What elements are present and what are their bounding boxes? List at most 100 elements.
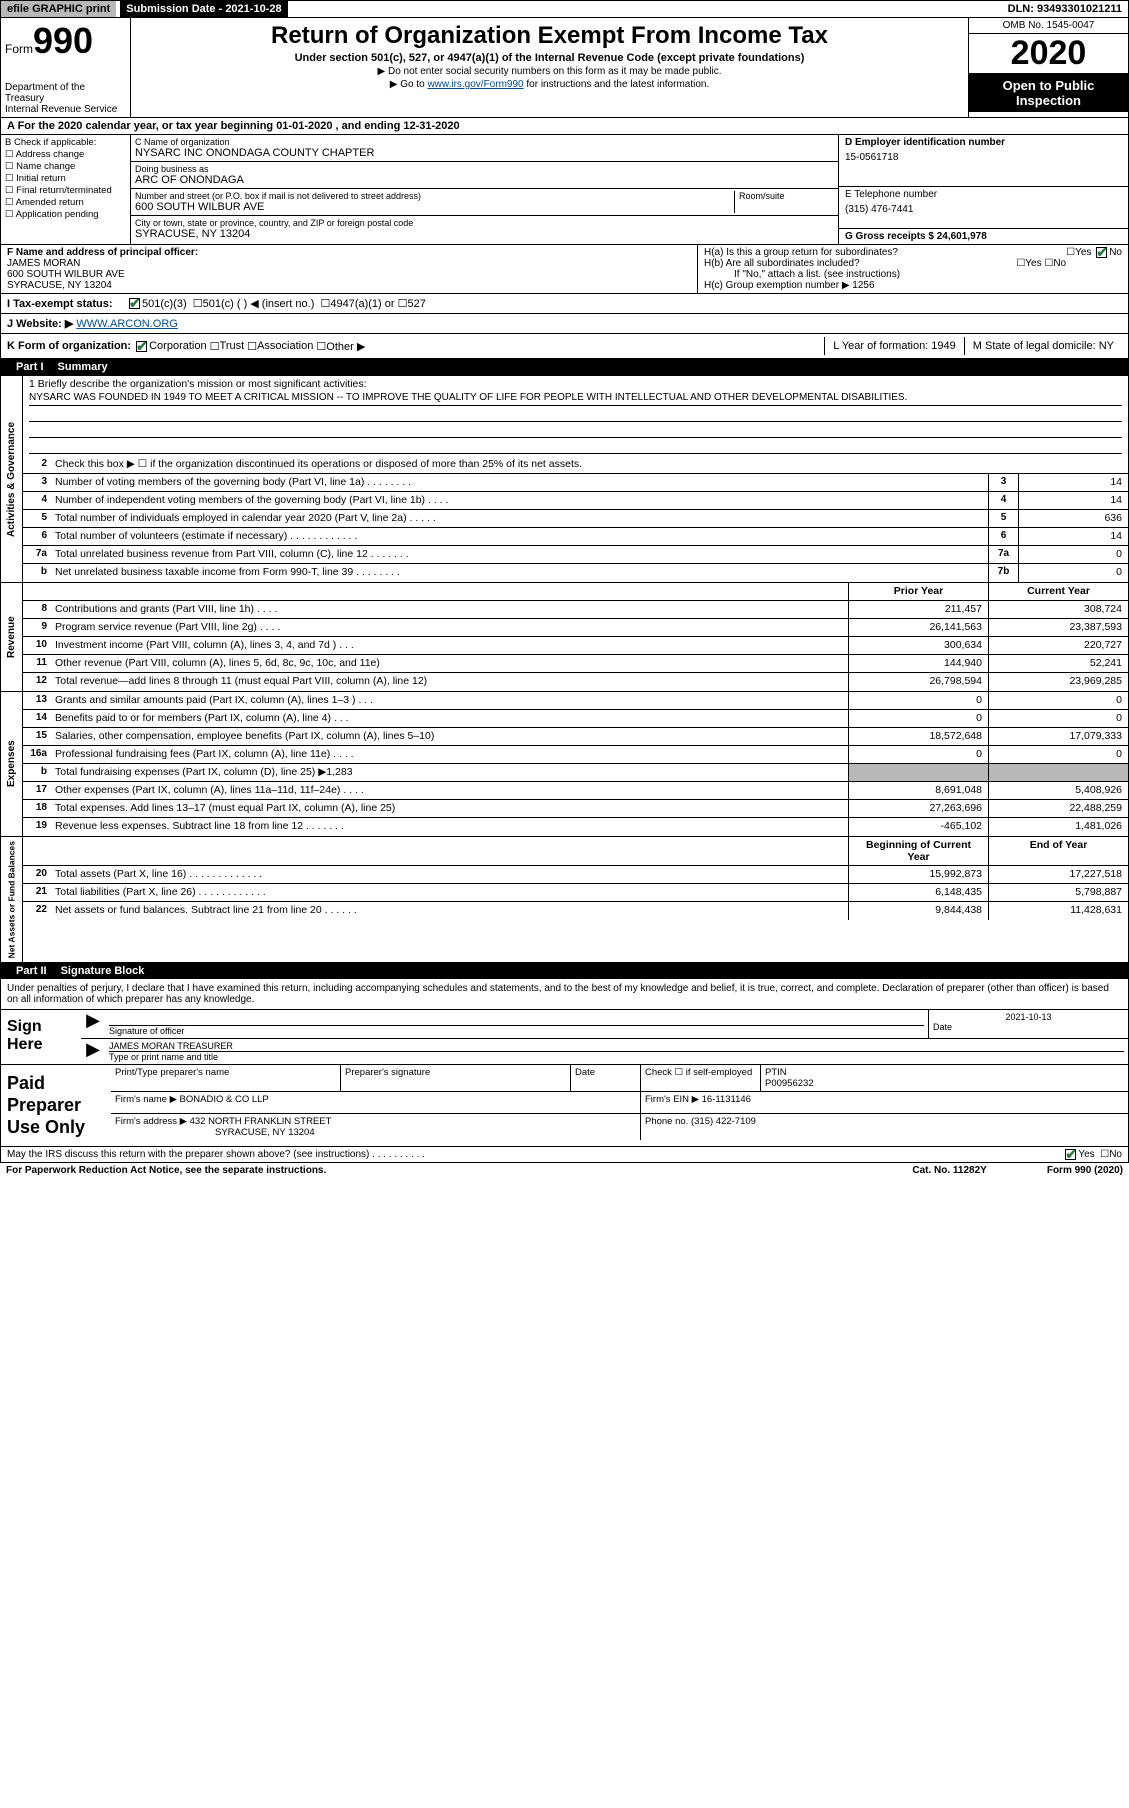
chk-address-label: Address change xyxy=(16,149,85,160)
hb-label: H(b) Are all subordinates included? xyxy=(704,258,860,269)
opt-4947: 4947(a)(1) or xyxy=(330,298,394,310)
chk-name: ☐ Name change xyxy=(5,161,126,172)
hb-note: If "No," attach a list. (see instruction… xyxy=(704,269,1122,280)
firm-name-row: Firm's name ▶ BONADIO & CO LLP Firm's EI… xyxy=(111,1092,1128,1114)
form-label: Form 990 (2020) xyxy=(1047,1165,1123,1176)
form-org-label: K Form of organization: xyxy=(7,340,131,352)
dba-value: ARC OF ONONDAGA xyxy=(135,174,834,186)
summary-line: 10Investment income (Part VIII, column (… xyxy=(23,637,1128,655)
summary-line: 6Total number of volunteers (estimate if… xyxy=(23,528,1128,546)
firm-ein-value: 16-1131146 xyxy=(702,1094,751,1105)
note2-pre: ▶ Go to xyxy=(390,79,428,90)
rev-header-row: Prior Year Current Year xyxy=(23,583,1128,601)
phone-value: (315) 476-7441 xyxy=(845,204,1122,215)
sig-date-field: 2021-10-13Date xyxy=(928,1010,1128,1038)
mission-blank3 xyxy=(29,438,1122,454)
row-a: A For the 2020 calendar year, or tax yea… xyxy=(0,118,1129,135)
note2-post: for instructions and the latest informat… xyxy=(524,79,710,90)
opt-501c: 501(c) ( ) ◀ (insert no.) xyxy=(203,297,315,310)
ha-no: No xyxy=(1109,247,1122,258)
city-value: SYRACUSE, NY 13204 xyxy=(135,228,834,240)
summary-line: 16aProfessional fundraising fees (Part I… xyxy=(23,746,1128,764)
hb-row: H(b) Are all subordinates included? ☐Yes… xyxy=(704,258,1122,269)
rev-body: Revenue Prior Year Current Year 8Contrib… xyxy=(0,583,1129,692)
paid-fields: Print/Type preparer's name Preparer's si… xyxy=(111,1065,1128,1146)
omb-label: OMB No. 1545-0047 xyxy=(969,18,1128,34)
firm-city-value: SYRACUSE, NY 13204 xyxy=(115,1127,315,1138)
summary-line: bTotal fundraising expenses (Part IX, co… xyxy=(23,764,1128,782)
vlabel-net: Net Assets or Fund Balances xyxy=(1,837,23,962)
summary-line: 18Total expenses. Add lines 13–17 (must … xyxy=(23,800,1128,818)
firm-phone-label: Phone no. xyxy=(645,1116,688,1127)
header-mid: Return of Organization Exempt From Incom… xyxy=(131,18,968,117)
summary-line: 5Total number of individuals employed in… xyxy=(23,510,1128,528)
part1-num: Part I xyxy=(10,361,50,373)
gross-cell: G Gross receipts $ 24,601,978 xyxy=(839,229,1128,244)
mission-blank1 xyxy=(29,406,1122,422)
firm-ein-label: Firm's EIN ▶ xyxy=(645,1094,699,1105)
h-section: H(a) Is this a group return for subordin… xyxy=(698,245,1128,293)
summary-line: 11Other revenue (Part VIII, column (A), … xyxy=(23,655,1128,673)
discuss-row: May the IRS discuss this return with the… xyxy=(0,1147,1129,1163)
summary-line: 17Other expenses (Part IX, column (A), l… xyxy=(23,782,1128,800)
website-link[interactable]: WWW.ARCON.ORG xyxy=(76,318,177,330)
hc-label: H(c) Group exemption number ▶ 1256 xyxy=(704,280,1122,291)
summary-line: 20Total assets (Part X, line 16) . . . .… xyxy=(23,866,1128,884)
summary-line: 14Benefits paid to or for members (Part … xyxy=(23,710,1128,728)
mission-label: 1 Briefly describe the organization's mi… xyxy=(29,378,1122,390)
dba-label: Doing business as xyxy=(135,164,834,174)
ein-value: 15-0561718 xyxy=(845,152,1122,163)
beg-year-header: Beginning of Current Year xyxy=(848,837,988,865)
addr-value: 600 SOUTH WILBUR AVE xyxy=(135,201,734,213)
ha-yes: Yes xyxy=(1075,247,1091,258)
chk-501c3 xyxy=(129,298,140,309)
tax-year: 2020 xyxy=(969,34,1128,74)
form-prefix: Form xyxy=(5,42,33,56)
officer-addr: 600 SOUTH WILBUR AVE SYRACUSE, NY 13204 xyxy=(7,269,691,291)
dept-label: Department of the Treasury Internal Reve… xyxy=(5,82,126,115)
part1-header: Part I Summary xyxy=(0,359,1129,375)
inspection-label: Open to Public Inspection xyxy=(969,74,1128,112)
opt-assoc: Association xyxy=(257,340,313,352)
firm-phone-value: (315) 422-7109 xyxy=(691,1116,756,1127)
part2-num: Part II xyxy=(10,965,53,977)
city-cell: City or town, state or province, country… xyxy=(131,216,838,242)
submission-date: Submission Date - 2021-10-28 xyxy=(120,1,287,17)
form-title: Return of Organization Exempt From Incom… xyxy=(135,22,964,50)
firm-addr-row: Firm's address ▶ 432 NORTH FRANKLIN STRE… xyxy=(111,1114,1128,1140)
addr-label: Number and street (or P.O. box if mail i… xyxy=(135,191,734,201)
discuss-yes-check xyxy=(1065,1149,1076,1160)
officer-label: F Name and address of principal officer: xyxy=(7,247,691,258)
summary-line: 15Salaries, other compensation, employee… xyxy=(23,728,1128,746)
opt-501c3: 501(c)(3) xyxy=(142,298,187,310)
summary-line: 19Revenue less expenses. Subtract line 1… xyxy=(23,818,1128,836)
col-b-label: B Check if applicable: xyxy=(5,137,126,148)
sig-name-value: JAMES MORAN TREASURER xyxy=(109,1041,1124,1052)
discuss-no: No xyxy=(1109,1149,1122,1160)
summary-line: 7aTotal unrelated business revenue from … xyxy=(23,546,1128,564)
ha-row: H(a) Is this a group return for subordin… xyxy=(704,247,1122,258)
summary-line: 21Total liabilities (Part X, line 26) . … xyxy=(23,884,1128,902)
exp-body: Expenses 13Grants and similar amounts pa… xyxy=(0,692,1129,837)
preparer-date-label: Date xyxy=(571,1065,641,1091)
part2-title: Signature Block xyxy=(61,965,145,977)
ha-label: H(a) Is this a group return for subordin… xyxy=(704,247,898,258)
sig-name-label: Type or print name and title xyxy=(109,1052,218,1062)
gov-section: 1 Briefly describe the organization's mi… xyxy=(23,376,1128,582)
tax-status-label: I Tax-exempt status: xyxy=(7,298,127,310)
part2-header: Part II Signature Block xyxy=(0,963,1129,979)
irs-link[interactable]: www.irs.gov/Form990 xyxy=(427,79,523,90)
discuss-label: May the IRS discuss this return with the… xyxy=(7,1149,425,1160)
city-label: City or town, state or province, country… xyxy=(135,218,834,228)
summary-body: Activities & Governance 1 Briefly descri… xyxy=(0,375,1129,583)
form-subtitle: Under section 501(c), 527, or 4947(a)(1)… xyxy=(135,52,964,64)
summary-line: 12Total revenue—add lines 8 through 11 (… xyxy=(23,673,1128,691)
summary-line: 8Contributions and grants (Part VIII, li… xyxy=(23,601,1128,619)
ha-no-check xyxy=(1096,247,1107,258)
dba-cell: Doing business as ARC OF ONONDAGA xyxy=(131,162,838,189)
row-fh: F Name and address of principal officer:… xyxy=(0,245,1129,294)
gross-label: G Gross receipts $ 24,601,978 xyxy=(845,231,1122,242)
room-label: Room/suite xyxy=(739,191,834,201)
row-i: I Tax-exempt status: 501(c)(3) ☐ 501(c) … xyxy=(0,294,1129,314)
sig-arrow1: ▶ xyxy=(81,1010,105,1038)
